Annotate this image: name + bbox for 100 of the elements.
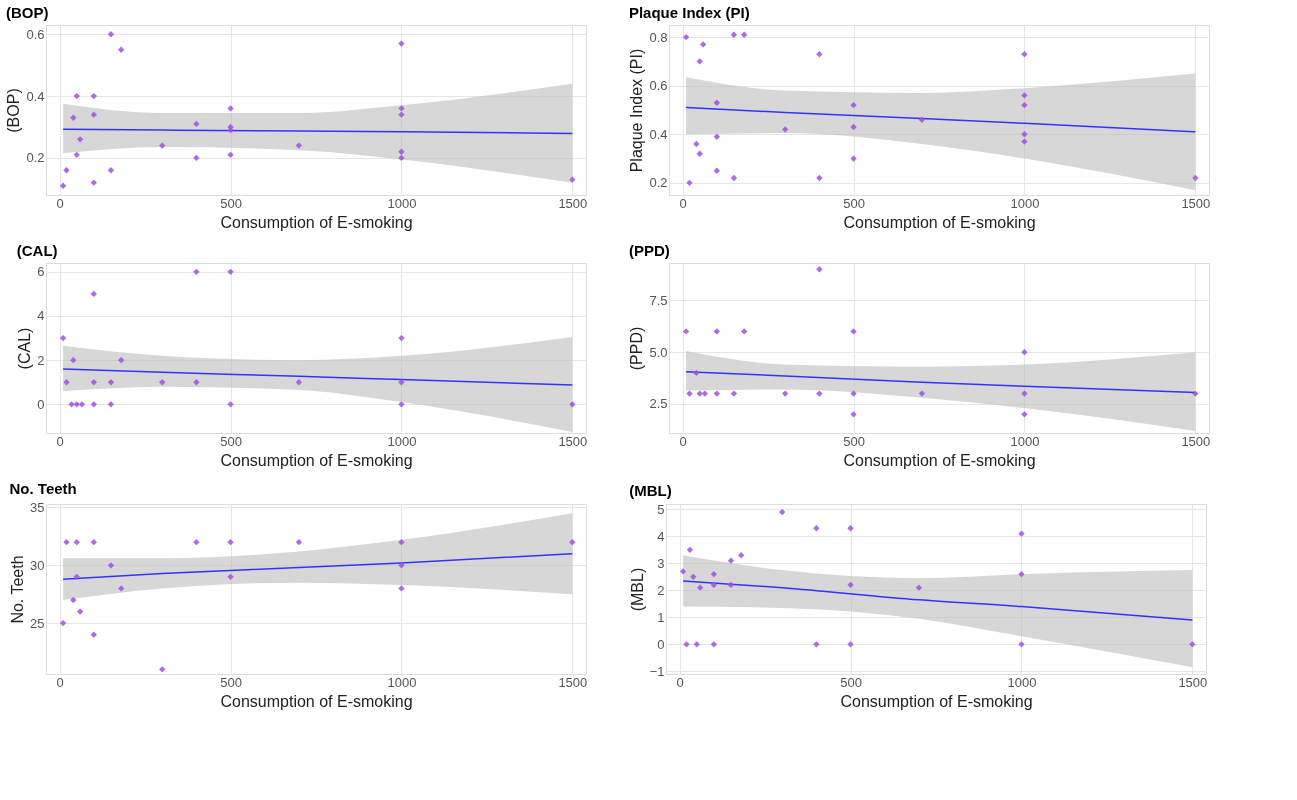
point	[713, 390, 721, 397]
point	[193, 268, 200, 275]
y-tick-label: 0	[657, 636, 665, 652]
point	[73, 401, 80, 408]
y-tick-label: 2	[657, 582, 665, 598]
point	[90, 539, 98, 546]
x-axis-title: Consumption of E-smoking	[840, 692, 1033, 710]
point	[569, 401, 576, 408]
point	[1192, 390, 1199, 397]
point	[713, 328, 721, 335]
x-tick-label: 500	[843, 433, 865, 449]
point	[710, 641, 718, 648]
point	[68, 401, 75, 408]
x-tick-label: 0	[56, 674, 64, 690]
point	[1189, 641, 1196, 648]
y-tick-label: 0.4	[649, 126, 668, 142]
point	[693, 369, 700, 377]
y-tick-label: 4	[657, 528, 665, 544]
point	[398, 148, 405, 155]
point	[107, 167, 115, 174]
x-tick-label: 0	[679, 195, 687, 211]
point	[693, 641, 700, 648]
point	[107, 31, 115, 38]
point	[696, 390, 703, 397]
point	[63, 167, 70, 174]
point	[70, 114, 77, 121]
point	[690, 573, 697, 581]
x-tick-label: 1500	[558, 433, 588, 449]
point	[713, 99, 721, 106]
point	[700, 41, 707, 48]
y-tick-label: 2	[37, 352, 45, 368]
point	[850, 101, 857, 109]
point	[816, 174, 823, 182]
point	[679, 568, 687, 575]
point	[398, 539, 405, 546]
y-tick-label: 6	[37, 264, 45, 280]
y-tick-label: 30	[30, 557, 45, 573]
point	[1021, 101, 1028, 109]
x-tick-label: 1000	[387, 433, 417, 449]
y-tick-label: 0.6	[26, 26, 45, 42]
chart-title: (BOP)	[5, 4, 49, 21]
x-axis-title: Consumption of E-smoking	[220, 692, 413, 710]
point	[193, 379, 200, 386]
point	[398, 562, 405, 569]
x-tick-label: 0	[56, 195, 64, 211]
point	[90, 290, 98, 298]
x-tick-label: 500	[840, 674, 862, 690]
point	[686, 390, 693, 397]
point	[741, 328, 748, 335]
point	[713, 167, 721, 174]
point	[159, 142, 166, 149]
y-axis-title: No. Teeth	[9, 555, 27, 624]
point	[77, 136, 84, 143]
point	[1021, 138, 1028, 145]
x-tick-label: 0	[676, 674, 684, 690]
point	[398, 334, 405, 342]
point	[813, 641, 820, 648]
point	[1018, 571, 1025, 578]
point	[730, 390, 738, 397]
point	[398, 154, 405, 162]
point	[118, 585, 125, 592]
point	[73, 92, 80, 100]
point	[59, 619, 67, 627]
y-axis-title: Plaque Index (PI)	[628, 48, 646, 173]
point	[915, 584, 923, 591]
point	[159, 666, 166, 673]
point	[850, 328, 857, 335]
x-tick-label: 1000	[387, 195, 417, 211]
point	[90, 379, 98, 386]
point	[918, 116, 926, 123]
point	[779, 508, 786, 516]
point	[73, 573, 80, 581]
point	[693, 140, 700, 148]
point	[1021, 348, 1028, 356]
point	[227, 539, 234, 546]
y-tick-label: 0.6	[649, 78, 668, 94]
point	[107, 562, 115, 569]
point	[701, 390, 709, 397]
x-tick-label: 1500	[558, 195, 588, 211]
point	[696, 58, 703, 65]
point	[63, 379, 70, 386]
point	[118, 46, 125, 53]
point	[850, 123, 857, 131]
point	[816, 50, 823, 58]
point	[816, 390, 823, 397]
point	[1021, 50, 1028, 58]
point	[696, 150, 703, 157]
y-tick-label: 5	[657, 501, 665, 517]
point	[398, 40, 405, 47]
y-tick-label: 0.2	[649, 175, 668, 191]
x-tick-label: 500	[220, 433, 242, 449]
point	[59, 334, 67, 342]
line-series	[685, 106, 1197, 133]
point	[63, 539, 70, 546]
point	[107, 401, 115, 408]
point	[90, 401, 98, 408]
y-axis-title: (BOP)	[5, 88, 23, 133]
point	[227, 151, 234, 158]
x-axis-title: Consumption of E-smoking	[843, 213, 1036, 231]
y-tick-label: 0	[37, 396, 45, 412]
